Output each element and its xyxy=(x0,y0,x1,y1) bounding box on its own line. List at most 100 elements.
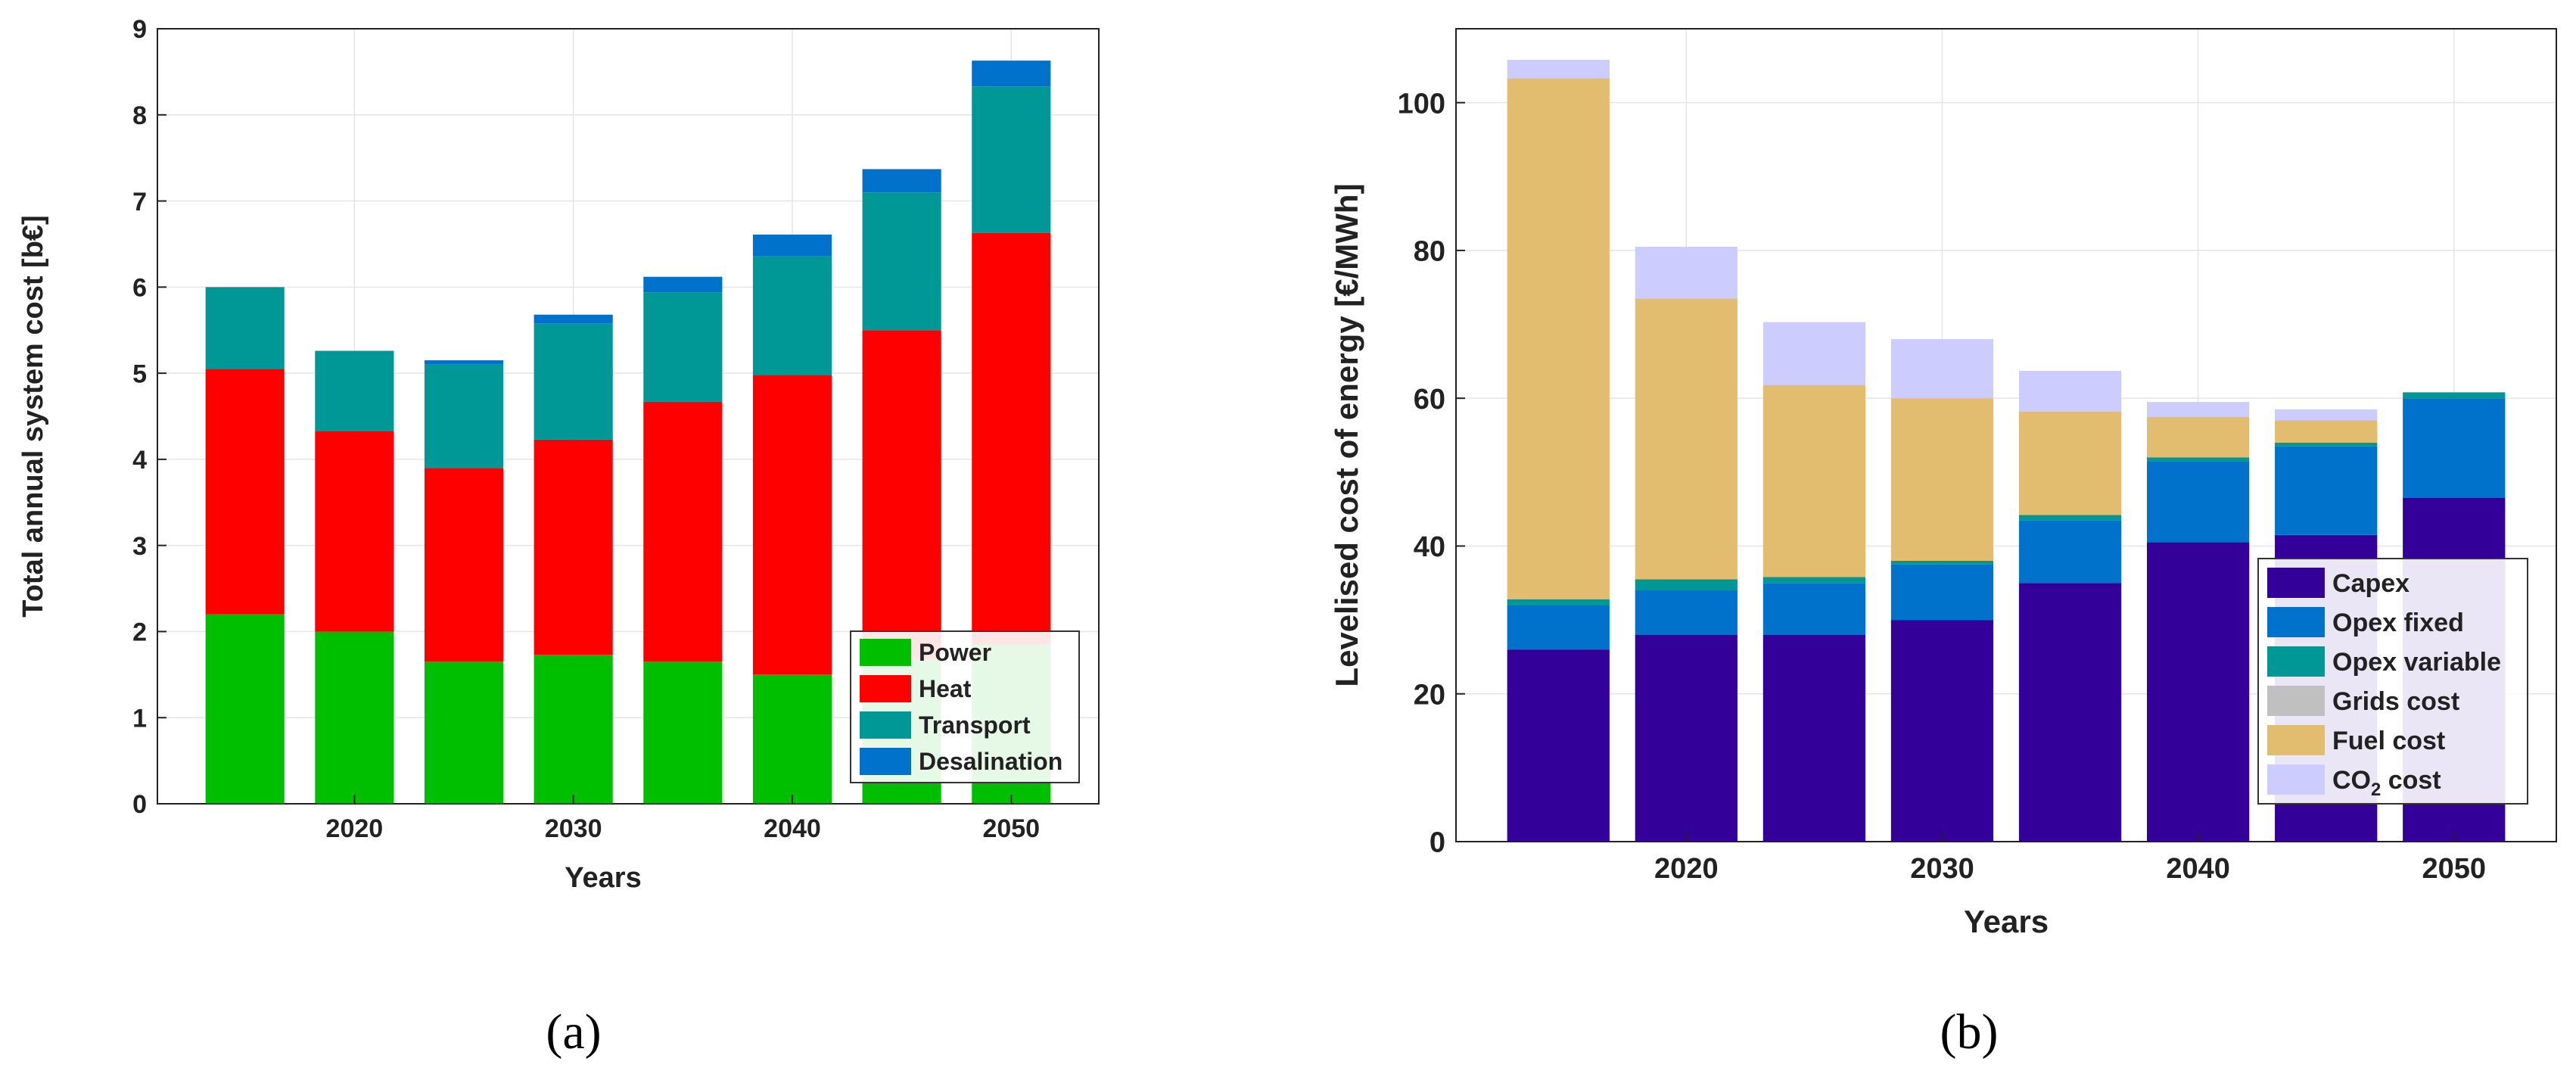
pb-bar-opex-fixed-2020 xyxy=(1635,590,1738,635)
pb-legend-swatch xyxy=(2267,764,2325,795)
pb-legend-label: Capex xyxy=(2332,569,2410,598)
pb-legend-label: Opex fixed xyxy=(2332,609,2464,637)
pa-bar-transport-2035 xyxy=(643,292,723,402)
pb-bar-capex-2035 xyxy=(2018,583,2122,842)
pa-legend-label: Transport xyxy=(919,711,1031,739)
pb-bar-opex-fixed-2015 xyxy=(1507,605,1610,650)
pa-legend-swatch xyxy=(860,639,911,666)
pb-y-tick-label: 60 xyxy=(1414,384,1445,416)
pb-bar-opex-variable-2050 xyxy=(2403,392,2506,399)
pb-bar-capex-2025 xyxy=(1762,634,1866,842)
pa-bar-heat-2040 xyxy=(752,375,832,675)
panel-a-x-axis-label: Years xyxy=(565,862,641,894)
panel-a-x-ticks: 2020 2030 2040 2050 xyxy=(326,795,1040,843)
panel-b-bars xyxy=(1507,60,2506,842)
pa-bar-transport-2040 xyxy=(752,256,832,375)
pb-bar-fuel-cost-2025 xyxy=(1762,384,1866,577)
panel-a-caption: (a) xyxy=(546,1004,601,1060)
pa-y-tick-label: 9 xyxy=(132,15,147,44)
pb-bar-co2-cost-2025 xyxy=(1762,322,1866,385)
pa-x-tick-label: 2020 xyxy=(326,814,384,843)
pb-x-tick-label: 2030 xyxy=(1910,853,1974,885)
pb-bar-fuel-cost-2030 xyxy=(1890,398,1994,561)
pb-bar-capex-2015 xyxy=(1507,649,1610,842)
pa-y-tick-label: 3 xyxy=(132,532,147,561)
pb-bar-fuel-cost-2040 xyxy=(2146,416,2250,458)
panel-b-x-axis-label: Years xyxy=(1964,904,2049,939)
pa-bar-power-2030 xyxy=(534,655,613,804)
pa-bar-power-2040 xyxy=(752,674,832,804)
pb-legend-swatch xyxy=(2267,686,2325,716)
pa-y-tick-label: 7 xyxy=(132,188,147,216)
pa-legend-swatch xyxy=(860,711,911,739)
pb-bar-co2-cost-2045 xyxy=(2275,409,2378,421)
pb-legend-swatch xyxy=(2267,725,2325,755)
pb-bar-co2-cost-2035 xyxy=(2018,371,2122,412)
pa-bar-desalination-2030 xyxy=(534,314,613,324)
panel-b-y-axis-label: Levelised cost of energy [€/MWh] xyxy=(1329,183,1364,686)
pb-bar-opex-fixed-2045 xyxy=(2275,446,2378,535)
pa-x-tick-label: 2040 xyxy=(764,814,821,843)
pb-bar-co2-cost-2015 xyxy=(1507,60,1610,79)
pb-legend-swatch xyxy=(2267,646,2325,677)
pa-y-tick-label: 4 xyxy=(132,446,147,475)
pa-y-tick-label: 8 xyxy=(132,101,147,130)
pb-legend-swatch xyxy=(2267,568,2325,598)
pa-bar-transport-2050 xyxy=(972,86,1051,233)
pa-legend-swatch xyxy=(860,675,911,702)
panel-a-y-ticks: 0 1 2 3 4 5 6 7 8 9 xyxy=(132,15,166,819)
pb-bar-co2-cost-2040 xyxy=(2146,402,2250,417)
pa-bar-transport-2030 xyxy=(534,323,613,440)
pb-bar-co2-cost-2030 xyxy=(1890,339,1994,399)
pa-bar-heat-2045 xyxy=(862,330,941,659)
pb-bar-fuel-cost-2035 xyxy=(2018,411,2122,515)
pb-x-tick-label: 2020 xyxy=(1654,853,1719,885)
pa-y-tick-label: 2 xyxy=(132,618,147,647)
pb-bar-opex-variable-2030 xyxy=(1890,560,1994,565)
pb-legend-label: Fuel cost xyxy=(2332,727,2445,755)
pb-bar-fuel-cost-2045 xyxy=(2275,420,2378,443)
pa-bar-heat-2015 xyxy=(205,369,285,615)
pa-bar-transport-2015 xyxy=(205,287,285,369)
panel-b-x-ticks: 2020 2030 2040 2050 xyxy=(1654,833,2486,885)
panel-a-y-axis-label: Total annual system cost [b€] xyxy=(17,215,49,617)
pa-bar-heat-2020 xyxy=(315,431,394,632)
pa-legend-label: Power xyxy=(919,639,991,666)
pa-bar-transport-2045 xyxy=(862,192,941,331)
pa-bar-power-2015 xyxy=(205,614,285,804)
panel-a-plot-frame xyxy=(157,28,1100,805)
pa-legend-label: Desalination xyxy=(919,748,1062,775)
pa-legend-swatch xyxy=(860,748,911,775)
pb-bar-capex-2040 xyxy=(2146,542,2250,842)
pa-bar-heat-2035 xyxy=(643,401,723,662)
pa-y-tick-label: 0 xyxy=(132,790,147,819)
pb-legend-label: Grids cost xyxy=(2332,687,2459,716)
pa-bar-heat-2050 xyxy=(972,232,1051,645)
pb-legend-box xyxy=(2257,558,2528,805)
pb-bar-opex-fixed-2050 xyxy=(2403,398,2506,498)
pa-legend-label: Heat xyxy=(919,675,972,702)
pa-bar-desalination-2025 xyxy=(424,360,504,365)
pb-x-tick-label: 2040 xyxy=(2166,853,2230,885)
panel-a-bars xyxy=(205,61,1051,804)
pa-bar-power-2035 xyxy=(643,661,723,804)
pb-y-tick-label: 0 xyxy=(1430,827,1445,859)
pb-legend-swatch xyxy=(2267,607,2325,637)
pb-bar-opex-variable-2020 xyxy=(1635,579,1738,591)
pa-bar-heat-2025 xyxy=(424,468,504,662)
pb-bar-capex-2030 xyxy=(1890,620,1994,842)
pb-bar-opex-fixed-2025 xyxy=(1762,583,1866,635)
pb-bar-opex-variable-2040 xyxy=(2146,457,2250,462)
pb-bar-capex-2020 xyxy=(1635,634,1738,842)
panel-b-plot-frame xyxy=(1455,28,2557,842)
panel-b-legend: Capex Opex fixed Opex variable Grids cost Fu… xyxy=(2257,558,2528,805)
pb-bar-opex-fixed-2030 xyxy=(1890,564,1994,621)
pa-bar-desalination-2040 xyxy=(752,234,832,257)
panel-a-legend: Power Heat Transport Desalination xyxy=(850,630,1080,783)
pb-bar-fuel-cost-2020 xyxy=(1635,298,1738,580)
pa-x-tick-label: 2050 xyxy=(982,814,1040,843)
pa-bar-transport-2025 xyxy=(424,364,504,468)
panel-b-caption: (b) xyxy=(1940,1004,1999,1060)
